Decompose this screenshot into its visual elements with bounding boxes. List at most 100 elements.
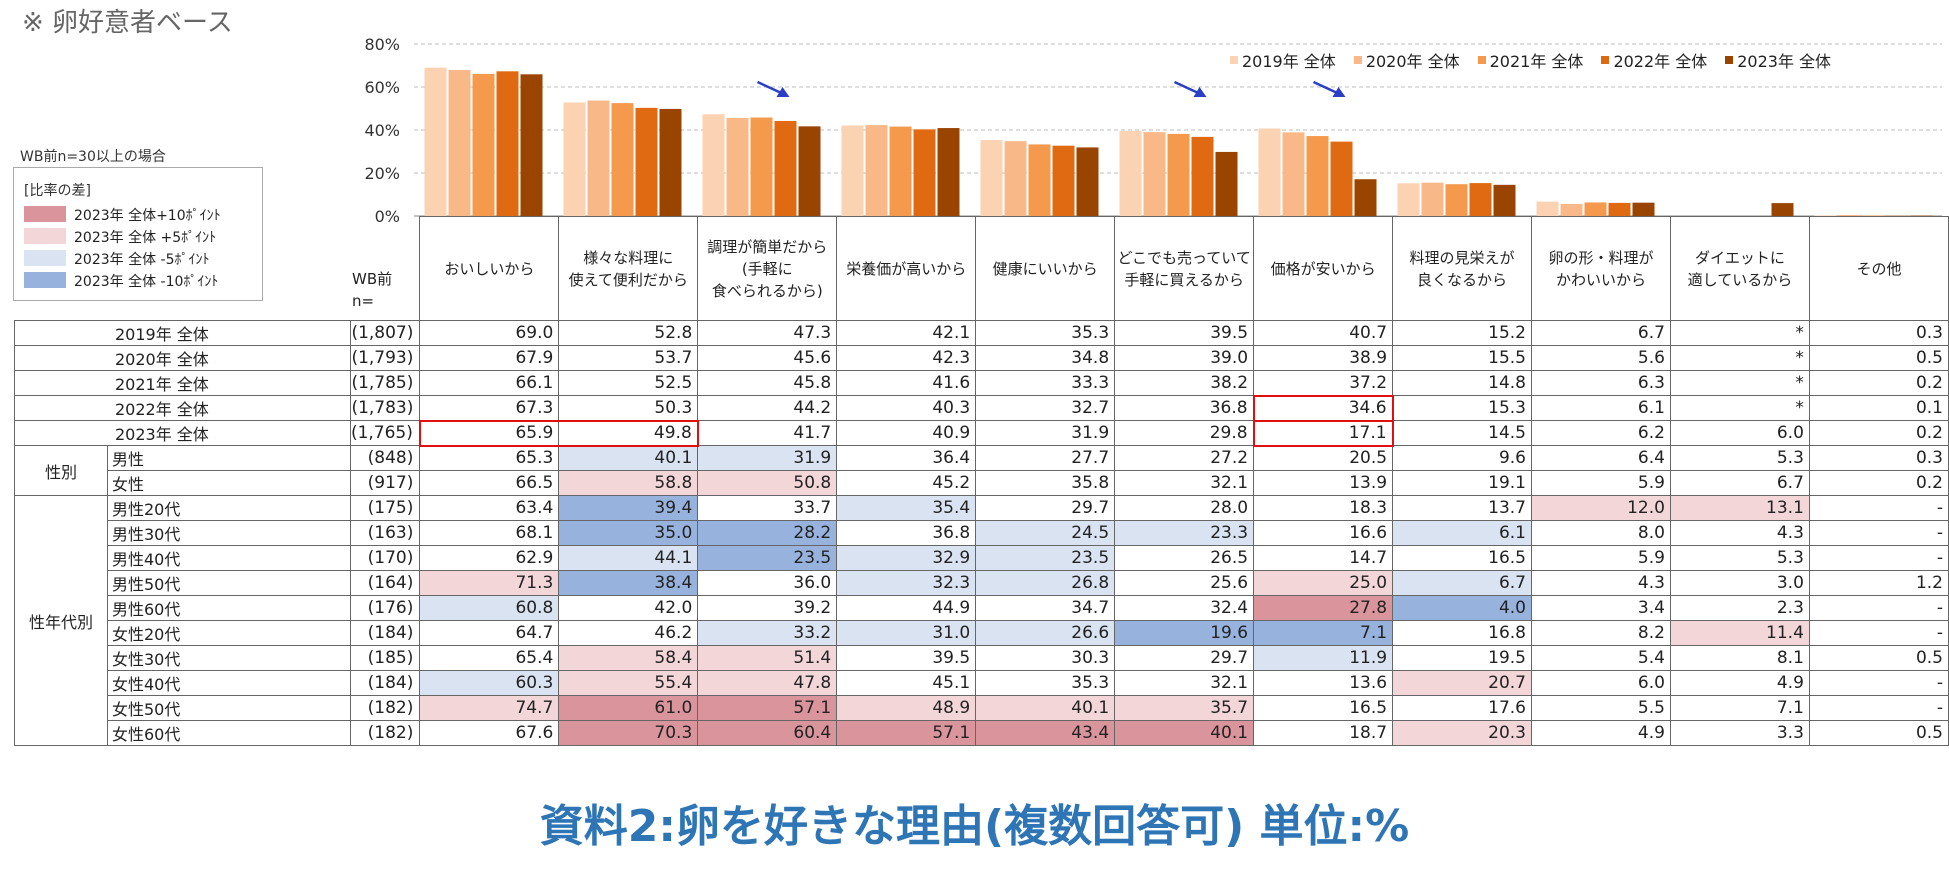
data-cell: 6.7 [1669, 470, 1810, 496]
figure-caption: 資料2:卵を好きな理由(複数回答可) 単位:% [539, 801, 1410, 852]
data-cell: 40.1 [975, 695, 1116, 721]
bar [1282, 132, 1305, 216]
table-row: 男性30代 (163) 68.1 35.0 28.2 36.8 24.5 23.3 16.6 6.… [15, 520, 1949, 546]
row-group-label: 性年代別 [14, 495, 108, 746]
data-cell: 68.1 [419, 520, 560, 546]
bar [1445, 184, 1468, 216]
bar [635, 107, 658, 216]
data-cell: 41.7 [697, 420, 838, 446]
data-cell: 64.7 [419, 620, 560, 646]
data-cell: 14.7 [1253, 545, 1394, 571]
data-cell: 16.6 [1253, 520, 1394, 546]
row-label: 2023年 全体 [14, 420, 351, 446]
data-cell: 66.5 [419, 470, 560, 496]
data-cell: 27.7 [975, 445, 1116, 471]
table-row: 性別 男性 (848) 65.3 40.1 31.9 36.4 27.7 27.2 20.5 9.6… [14, 445, 1949, 496]
data-cell: 0.5 [1808, 645, 1949, 671]
category-header: おいしいから [419, 216, 560, 321]
wb-n-header: WB前 n= [352, 268, 392, 312]
data-cell: 5.6 [1531, 345, 1671, 371]
data-cell: 34.8 [975, 345, 1116, 371]
data-cell: 0.2 [1808, 370, 1949, 396]
data-cell: 4.3 [1669, 520, 1810, 546]
data-cell: 5.5 [1531, 695, 1671, 721]
table-row: 女性40代 (184) 60.3 55.4 47.8 45.1 35.3 32.1 13.6 20… [15, 670, 1949, 696]
data-cell: 44.1 [558, 545, 699, 571]
row-label: 男性40代 [106, 545, 351, 571]
y-tick-label: 80% [364, 35, 400, 54]
data-cell: 62.9 [419, 545, 560, 571]
sample-size: (1,807) [349, 320, 421, 346]
wb-header-line1: WB前 [352, 270, 393, 288]
sample-size: (184) [349, 620, 421, 646]
data-cell: 6.7 [1392, 570, 1532, 596]
data-cell: 65.9 [418, 419, 560, 447]
data-cell: 5.4 [1531, 645, 1671, 671]
series-legend-label: 2020年 全体 [1365, 52, 1460, 71]
row-label: 2020年 全体 [14, 345, 351, 371]
data-cell: 34.7 [975, 595, 1116, 621]
bar [1052, 145, 1075, 216]
data-cell: 5.3 [1669, 445, 1810, 471]
data-cell: 19.6 [1114, 620, 1255, 646]
series-legend-swatch [1353, 56, 1362, 64]
sample-size: (917) [349, 470, 421, 496]
data-cell: 15.3 [1392, 395, 1532, 421]
data-cell: 38.4 [558, 570, 699, 596]
difference-legend-item: 2023年 全体 +5ﾎﾟｲﾝﾄ [24, 226, 260, 246]
data-cell: 16.5 [1253, 695, 1394, 721]
row-label: 2022年 全体 [14, 395, 351, 421]
difference-legend-title: [比率の差] [24, 183, 91, 199]
data-cell: - [1808, 520, 1949, 546]
data-cell: 45.2 [836, 470, 977, 496]
data-cell: 38.2 [1114, 370, 1255, 396]
data-cell: 11.4 [1669, 620, 1810, 646]
data-cell: 60.3 [419, 670, 560, 696]
data-cell: 32.9 [836, 545, 977, 571]
data-cell: 28.0 [1114, 495, 1255, 521]
data-cell: 4.9 [1531, 720, 1671, 746]
data-cell: 35.0 [558, 520, 699, 546]
legend-swatch-minus10 [24, 272, 66, 288]
bar [937, 128, 960, 216]
data-cell: 5.9 [1531, 470, 1671, 496]
data-cell: 6.1 [1392, 520, 1532, 546]
data-cell: 36.0 [697, 570, 838, 596]
data-cell: 29.7 [975, 495, 1116, 521]
data-cell: 13.1 [1669, 495, 1810, 521]
data-cell: - [1808, 620, 1949, 646]
series-legend-label: 2021年 全体 [1489, 52, 1584, 71]
bar [587, 100, 610, 216]
row-label: 女性30代 [106, 645, 351, 671]
data-cell: * [1669, 345, 1810, 371]
bar [1608, 202, 1631, 216]
bar [1191, 136, 1214, 216]
sample-size: (176) [349, 595, 421, 621]
down-arrow-head-icon [1193, 87, 1207, 97]
bar [1838, 214, 1861, 216]
bar [448, 70, 471, 216]
data-cell: 16.8 [1392, 620, 1532, 646]
data-cell: 66.1 [419, 370, 560, 396]
data-cell: 38.9 [1253, 345, 1394, 371]
data-cell: 41.6 [836, 370, 977, 396]
table-row: 女性 (917) 66.5 58.8 50.8 45.2 35.8 32.1 13.9 19.1 5… [15, 470, 1949, 496]
data-cell: 69.0 [419, 320, 560, 346]
bar [659, 108, 682, 216]
data-cell: 7.1 [1253, 620, 1394, 646]
bar [913, 129, 936, 216]
data-cell: 50.3 [558, 395, 699, 421]
row-label: 男性60代 [106, 595, 351, 621]
data-cell: 44.2 [697, 395, 838, 421]
data-cell: 25.6 [1114, 570, 1255, 596]
bar [1119, 131, 1142, 216]
data-cell: 51.4 [697, 645, 838, 671]
row-label: 女性20代 [106, 620, 351, 646]
bar [980, 140, 1003, 216]
series-legend-swatch [1725, 56, 1734, 64]
data-cell: 0.2 [1808, 470, 1949, 496]
bar [496, 71, 519, 217]
series-legend-item: 2021年 全体 [1477, 50, 1584, 71]
data-cell: 32.7 [975, 395, 1116, 421]
data-cell: 71.3 [419, 570, 560, 596]
